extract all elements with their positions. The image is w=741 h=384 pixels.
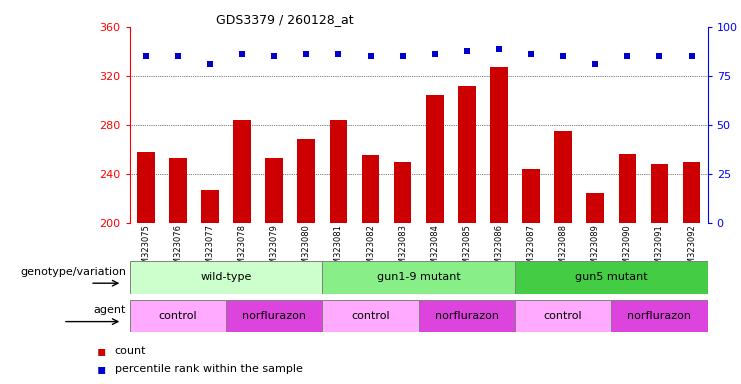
Bar [322, 261, 515, 294]
Text: ▪: ▪ [96, 344, 106, 358]
Text: control: control [351, 311, 390, 321]
Bar [169, 158, 187, 223]
Text: control: control [544, 311, 582, 321]
Bar [426, 95, 444, 223]
Bar [330, 120, 348, 223]
Bar [458, 86, 476, 223]
Text: wild-type: wild-type [200, 272, 252, 283]
Text: genotype/variation: genotype/variation [20, 266, 126, 277]
Text: agent: agent [93, 305, 126, 315]
Text: norflurazon: norflurazon [435, 311, 499, 321]
Bar [515, 300, 611, 332]
Bar [226, 300, 322, 332]
Text: count: count [115, 346, 147, 356]
Text: percentile rank within the sample: percentile rank within the sample [115, 364, 303, 374]
Bar [393, 162, 411, 223]
Text: gun1-9 mutant: gun1-9 mutant [376, 272, 461, 283]
Bar [322, 300, 419, 332]
Bar [419, 300, 515, 332]
Bar [265, 158, 283, 223]
Bar [515, 261, 708, 294]
Bar [233, 120, 251, 223]
Bar [682, 162, 700, 223]
Bar [611, 300, 708, 332]
Text: norflurazon: norflurazon [628, 311, 691, 321]
Text: gun5 mutant: gun5 mutant [575, 272, 648, 283]
Text: GDS3379 / 260128_at: GDS3379 / 260128_at [216, 13, 354, 26]
Bar [362, 156, 379, 223]
Bar [619, 154, 637, 223]
Bar [201, 190, 219, 223]
Text: norflurazon: norflurazon [242, 311, 306, 321]
Bar [554, 131, 572, 223]
Bar [586, 193, 604, 223]
Bar [522, 169, 540, 223]
Bar [297, 139, 315, 223]
Bar [130, 300, 226, 332]
Text: ▪: ▪ [96, 362, 106, 376]
Bar [490, 67, 508, 223]
Text: control: control [159, 311, 197, 321]
Bar [130, 261, 322, 294]
Bar [137, 152, 155, 223]
Bar [651, 164, 668, 223]
